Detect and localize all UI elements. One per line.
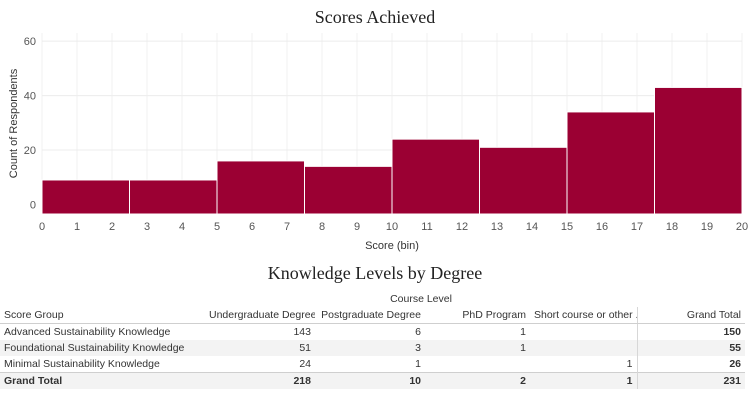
column-group-label: Course Level [390,293,452,305]
x-tick-label: 9 [354,221,360,233]
table-cell: 1 [520,326,526,338]
table-cell: 24 [299,358,311,370]
table-cell [425,356,530,373]
table-row: Minimal Sustainability Knowledge 24 1 1 … [0,356,745,373]
x-tick-label: 10 [386,221,398,233]
x-tick-label: 6 [249,221,255,233]
x-axis-title: Score (bin) [365,240,419,252]
table-cell: 231 [636,372,745,389]
histogram-bar [304,165,393,215]
histogram-bar [41,179,130,215]
row-label: Minimal Sustainability Knowledge [4,358,160,370]
x-tick-label: 8 [319,221,325,233]
column-header: Undergraduate Degree [205,307,315,324]
x-tick-label: 12 [456,221,468,233]
y-tick-label: 40 [24,91,36,103]
table-cell: 1 [425,340,530,356]
histogram-bar [566,111,655,215]
table-cell: 1 [626,358,633,370]
x-tick-label: 5 [214,221,220,233]
x-tick-label: 16 [596,221,608,233]
x-tick-label: 1 [74,221,80,233]
table-cell: 26 [636,356,745,373]
x-tick-label: 20 [736,221,748,233]
x-tick-label: 4 [179,221,185,233]
histogram-bar [216,160,305,215]
table-cell: 143 [293,326,311,338]
x-tick-label: 17 [631,221,643,233]
histogram-bar [479,146,568,215]
table-row: Advanced Sustainability Knowledge 143 6 … [0,323,745,341]
histogram-bar [129,179,218,215]
y-tick-label: 60 [24,36,36,48]
y-axis-title: Count of Respondents [8,68,20,178]
column-header: Postgraduate Degree [315,307,425,324]
table-cell: 3 [315,340,425,356]
row-header-label: Score Group [0,307,205,324]
x-tick-label: 0 [39,221,45,233]
column-header: PhD Program [425,307,530,324]
table-cell: 150 [636,323,745,340]
knowledge-by-degree-table: Course Level Score Group Undergraduate D… [0,291,745,389]
grand-total-row: Grand Total 218 10 2 1 231 [0,372,745,389]
table-cell: 218 [205,372,315,389]
x-tick-label: 18 [666,221,678,233]
row-label: Grand Total [0,372,205,389]
header-spacer [637,291,745,307]
table-cell: 2 [425,372,530,389]
column-header: Short course or other .. [530,307,637,324]
x-tick-label: 19 [701,221,713,233]
header-spacer [0,291,205,307]
table-cell: 1 [530,372,637,389]
x-tick-label: 13 [491,221,503,233]
table-cell: 55 [636,340,745,356]
y-tick-label: 20 [24,145,36,157]
x-tick-label: 14 [526,221,538,233]
table-title: Knowledge Levels by Degree [267,263,483,283]
table-cell: 51 [205,340,315,356]
column-header: Grand Total [636,307,745,324]
x-tick-label: 3 [144,221,150,233]
x-tick-label: 15 [561,221,573,233]
x-tick-label: 11 [421,221,432,233]
table-cell [530,324,637,341]
row-label: Foundational Sustainability Knowledge [0,340,205,356]
histogram-bar [654,86,743,215]
x-tick-label: 2 [109,221,115,233]
table-row: Foundational Sustainability Knowledge 51… [0,340,745,356]
score-histogram: 0 1 2 3 4 5 6 7 8 9 10 11 12 13 14 15 16 17 18 19 200204060S… [8,33,748,252]
row-label: Advanced Sustainability Knowledge [4,326,171,338]
histogram-bar [391,138,480,215]
table-cell: 10 [315,372,425,389]
table-cell [530,340,637,356]
table-cell: 1 [415,358,421,370]
y-tick-label: 0 [30,199,36,211]
x-tick-label: 7 [284,221,290,233]
table-cell: 6 [415,326,421,338]
histogram-title: Scores Achieved [314,7,436,27]
